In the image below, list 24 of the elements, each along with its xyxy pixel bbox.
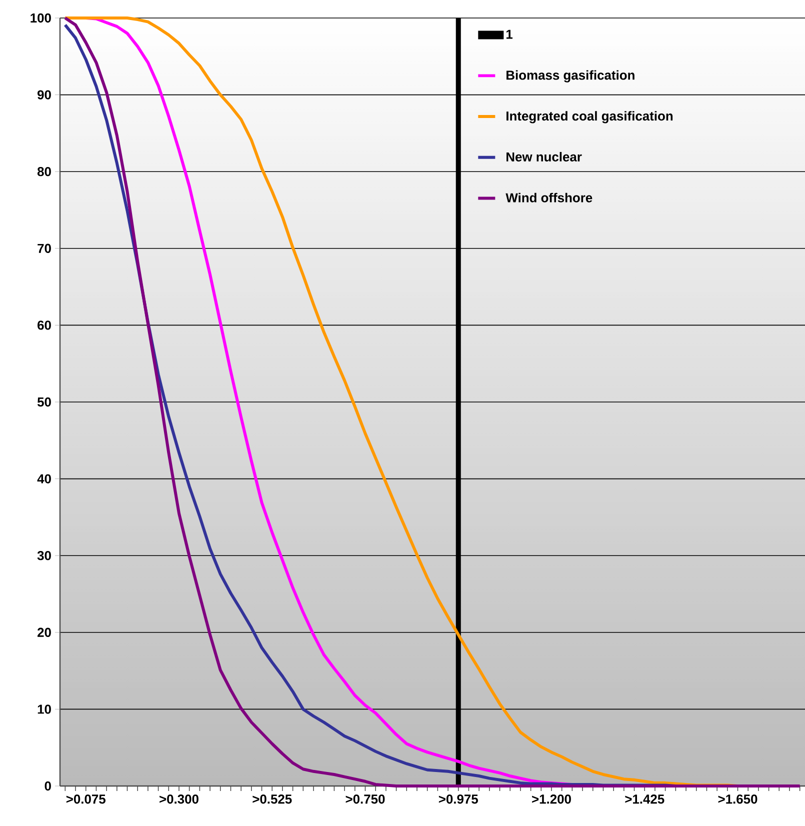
x-tick-label: >0.750 xyxy=(346,794,385,804)
y-tick-label: 0 xyxy=(44,781,51,791)
y-tick-label: 60 xyxy=(38,320,51,330)
x-tick-label: >1.200 xyxy=(532,794,571,804)
y-tick-label: 90 xyxy=(38,90,51,100)
legend-label: Wind offshore xyxy=(506,192,592,202)
x-tick-label: >1.650 xyxy=(718,794,758,804)
y-tick-label: 100 xyxy=(30,13,51,23)
legend-label: 1 xyxy=(506,30,512,39)
y-tick-label: 50 xyxy=(37,397,51,407)
x-tick-label: >0.975 xyxy=(438,794,478,804)
y-tick-label: 70 xyxy=(38,244,51,253)
x-tick-label: >0.075 xyxy=(66,794,106,804)
x-tick-label: >0.300 xyxy=(160,794,198,804)
y-tick-label: 30 xyxy=(37,551,51,560)
legend-label: Biomass gasification xyxy=(506,70,634,82)
legend-label: Integrated coal gasification xyxy=(506,111,673,124)
y-tick-label: 40 xyxy=(37,474,51,484)
x-tick-label: >1.425 xyxy=(625,794,664,804)
y-tick-label: 20 xyxy=(38,628,51,637)
x-tick-label: >0.525 xyxy=(252,794,292,804)
legend-label: New nuclear xyxy=(506,152,582,162)
y-tick-label: 80 xyxy=(37,167,51,176)
y-tick-label: 10 xyxy=(38,704,51,714)
